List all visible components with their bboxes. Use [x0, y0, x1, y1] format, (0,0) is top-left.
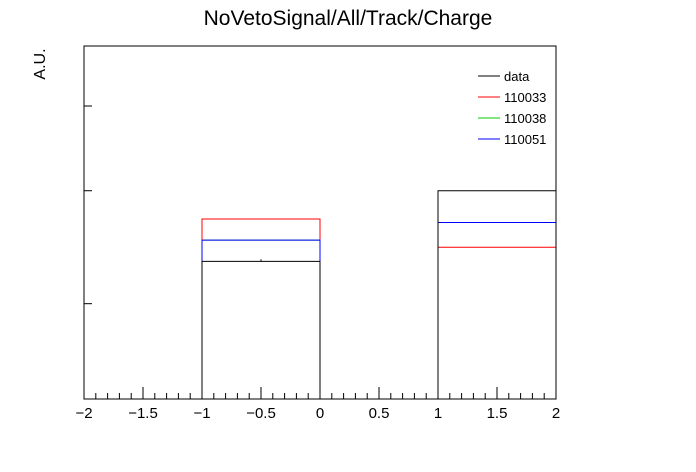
x-tick-label: 0 — [316, 405, 324, 422]
x-axis-ticks: −2 −1.5 −1 −0.5 0 0.5 1 1.5 2 — [75, 387, 560, 422]
chart-title: NoVetoSignal/All/Track/Charge — [204, 7, 493, 30]
legend-label: 110033 — [504, 90, 546, 105]
x-tick-label: −1 — [193, 405, 210, 422]
hist-bin-110033 — [201, 218, 321, 399]
x-tick-label: 0.5 — [369, 405, 390, 422]
hist-bin-110038 — [437, 222, 557, 399]
y-axis-label: A.U. — [32, 48, 49, 79]
histogram-series — [201, 190, 557, 399]
hist-bin-data — [201, 260, 321, 399]
hist-bin-data — [437, 190, 557, 399]
x-tick-label: 1.5 — [487, 405, 508, 422]
hist-bin-110051 — [437, 222, 557, 399]
legend-label: data — [504, 69, 530, 84]
x-tick-label: −1.5 — [128, 405, 158, 422]
x-tick-label: 2 — [552, 405, 560, 422]
hist-bin-110051 — [201, 239, 321, 399]
legend-label: 110051 — [504, 132, 546, 147]
legend: data 110033 110038 110051 — [478, 69, 546, 147]
y-axis-ticks — [84, 105, 92, 305]
legend-label: 110038 — [504, 111, 546, 126]
hist-bin-110038 — [201, 239, 321, 399]
hist-bin-110033 — [437, 246, 557, 399]
x-tick-label: −2 — [75, 405, 92, 422]
x-tick-label: 1 — [434, 405, 442, 422]
x-tick-label: −0.5 — [246, 405, 276, 422]
